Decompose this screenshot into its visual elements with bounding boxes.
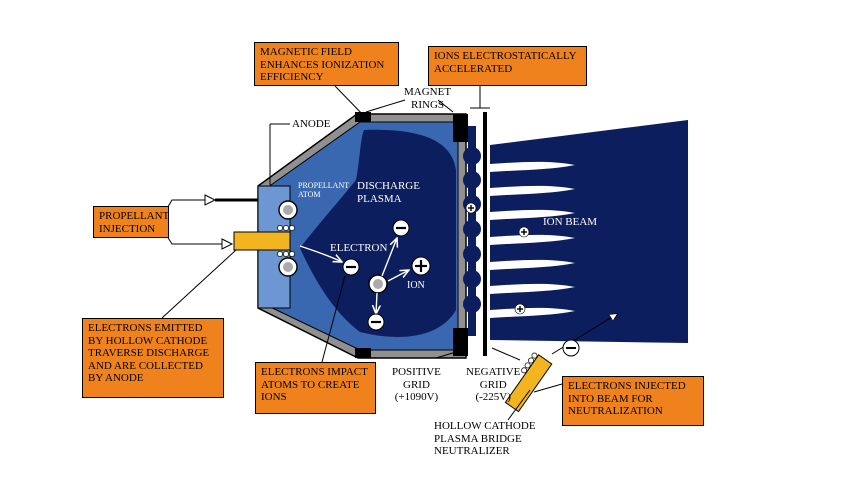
- callout-magnetic-field: MAGNETIC FIELD ENHANCES IONIZATION EFFIC…: [254, 42, 399, 86]
- leader-lines: [161, 85, 563, 421]
- propellant-injection-arrows: [159, 194, 234, 250]
- positive-grid: [463, 126, 481, 336]
- callout-electrons-injected: ELECTRONS INJECTED INTO BEAM FOR NEUTRAL…: [562, 376, 704, 426]
- neutralizer-electron-minus-icon: [562, 339, 580, 357]
- propellant-atom-center: [368, 274, 388, 294]
- ion-plus-icon: [411, 256, 431, 276]
- magnet-ring-bottom-left: [355, 348, 371, 358]
- neutralizer-cathode: [504, 352, 553, 413]
- negative-grid: [483, 112, 487, 356]
- electron-minus-icon: [342, 258, 360, 276]
- label-positive-grid: POSITIVE GRID (+1090V): [392, 366, 441, 403]
- ionization-arrow-right: [387, 270, 409, 282]
- label-propellant-atom: PROPELLANT ATOM: [298, 181, 350, 199]
- ionization-arrow-up: [381, 238, 397, 277]
- hollow-cathode: [233, 231, 291, 251]
- electron-minus-icon: [392, 219, 410, 237]
- plasma-core: [300, 129, 456, 337]
- callout-electrons-impact: ELECTRONS IMPACT ATOMS TO CREATE IONS: [255, 362, 376, 414]
- label-magnet-rings: MAGNET RINGS: [404, 86, 452, 111]
- magnet-ring-top-left: [355, 112, 371, 122]
- label-anode: ANODE: [292, 118, 331, 130]
- magnet-ring-bottom-right: [453, 328, 468, 356]
- electron-minus-icon: [367, 313, 385, 331]
- label-hollow-cathode-neutralizer: HOLLOW CATHODE PLASMA BRIDGE NEUTRALIZER: [434, 420, 536, 457]
- beam-ion-plus-signs: [468, 205, 527, 312]
- label-ion: ION: [407, 280, 425, 291]
- cathode-coil: [277, 225, 295, 257]
- propellant-atom-top: [278, 200, 298, 220]
- callout-electrons-emitted: ELECTRONS EMITTED BY HOLLOW CATHODE TRAV…: [82, 318, 224, 398]
- callout-propellant-injection: PROPELLANT INJECTION: [93, 206, 169, 238]
- ionization-arrow-down: [376, 292, 377, 314]
- label-negative-grid: NEGATIVE GRID (-225V): [466, 366, 521, 403]
- label-discharge-plasma: DISCHARGE PLASMA: [357, 180, 420, 205]
- label-electron: ELECTRON: [330, 242, 388, 254]
- electron-path-arrow: [299, 245, 342, 262]
- propellant-atom-bottom: [278, 257, 298, 277]
- label-ion-beam: ION BEAM: [543, 216, 598, 228]
- callout-ions-accelerated: IONS ELECTROSTATICALLY ACCELERATED: [428, 46, 587, 86]
- beam-jets: [490, 161, 575, 318]
- magnet-ring-top-right: [453, 114, 468, 142]
